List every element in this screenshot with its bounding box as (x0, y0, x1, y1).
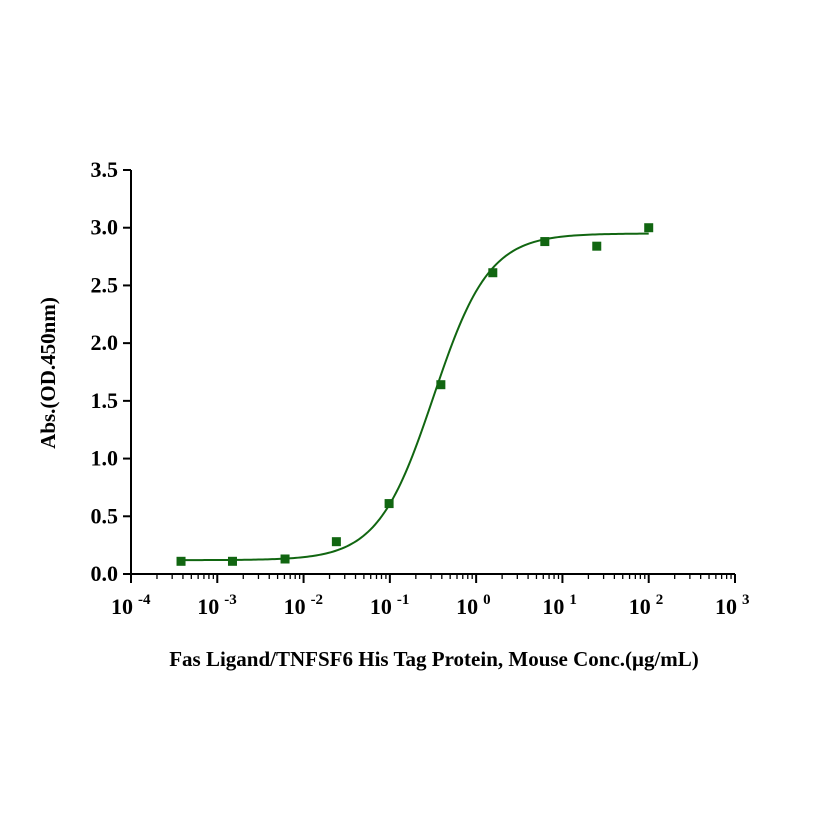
y-tick-label: 1.5 (91, 388, 119, 413)
data-point (540, 237, 550, 247)
data-point (644, 223, 654, 233)
x-tick-label: 10 2 (629, 592, 664, 619)
data-point (331, 537, 341, 547)
data-point (592, 241, 602, 251)
data-point (436, 380, 446, 390)
x-tick-label: 10 -4 (111, 592, 151, 619)
x-tick-label: 10 -1 (370, 592, 410, 619)
x-tick-label: 10 -3 (197, 592, 237, 619)
y-axis-label: Abs.(OD.450nm) (36, 297, 60, 449)
data-point (280, 554, 290, 564)
data-point (227, 556, 237, 566)
x-tick-label: 10 3 (715, 592, 750, 619)
x-tick-label: 10 -2 (284, 592, 324, 619)
y-tick-label: 0.5 (91, 503, 119, 528)
y-tick-label: 0.0 (91, 561, 119, 586)
fit-curve (181, 232, 649, 562)
x-tick-label: 10 1 (542, 592, 577, 619)
y-tick-label: 1.0 (91, 446, 119, 471)
y-tick-label: 3.5 (91, 157, 119, 182)
y-tick-label: 3.0 (91, 215, 119, 240)
y-tick-label: 2.0 (91, 330, 119, 355)
data-point (384, 499, 394, 509)
axes: 0.0 0.5 1.0 1.5 2.0 2.5 3.0 3.5 10 -4 10 -3 10 -2 10 -1… (91, 157, 750, 619)
data-point (488, 268, 498, 278)
data-point (176, 556, 186, 566)
y-tick-label: 2.5 (91, 272, 119, 297)
x-axis-label: Fas Ligand/TNFSF6 His Tag Protein, Mouse… (169, 647, 699, 671)
data-points (176, 223, 654, 566)
fit-curve-line (181, 232, 649, 562)
x-tick-label: 10 0 (456, 592, 491, 619)
